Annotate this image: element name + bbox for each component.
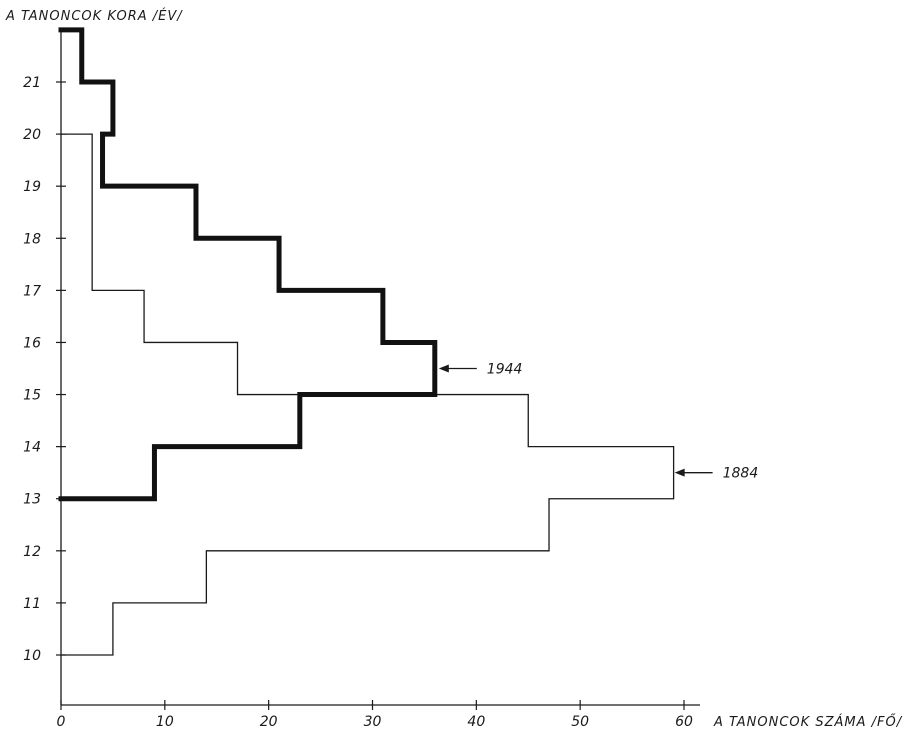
y-ticks: 10 11 12 13 14 15 16 17 18 19 20 21 <box>23 75 66 664</box>
y-tick-label: 21 <box>23 75 41 91</box>
y-tick-label: 10 <box>23 648 41 664</box>
y-tick-label: 18 <box>23 231 41 247</box>
x-tick-label: 40 <box>467 714 485 730</box>
x-tick-label: 60 <box>675 714 693 730</box>
x-tick-label: 50 <box>571 714 589 730</box>
x-tick-label: 0 <box>57 714 66 730</box>
arrow-head-icon <box>438 364 449 373</box>
y-tick-label: 17 <box>23 283 41 299</box>
y-tick-label: 15 <box>23 388 41 404</box>
arrow-head-icon <box>674 468 685 477</box>
series-label-1944: 1944 <box>487 362 523 378</box>
y-tick-label: 14 <box>23 440 41 456</box>
series-layer: 1884 1944 <box>58 27 759 656</box>
y-tick-label: 19 <box>23 179 41 195</box>
axes <box>60 32 700 706</box>
y-tick-label: 11 <box>23 596 41 612</box>
y-tick-label: 13 <box>23 492 41 508</box>
x-tick-label: 20 <box>260 714 278 730</box>
series-label-1884: 1884 <box>723 466 759 482</box>
y-tick-label: 16 <box>23 335 41 351</box>
x-axis-title: A TANONCOK SZÁMA /FŐ/ <box>713 714 903 730</box>
x-tick-label: 10 <box>156 714 174 730</box>
y-tick-label: 20 <box>23 127 41 143</box>
series-line-1944 <box>58 27 438 502</box>
y-tick-label: 12 <box>23 544 41 560</box>
x-ticks: 0 10 20 30 40 50 60 <box>57 700 693 730</box>
x-tick-label: 30 <box>364 714 382 730</box>
y-axis-title: A TANONCOK KORA /ÉV/ <box>5 8 183 24</box>
series-line-1884 <box>60 133 675 656</box>
